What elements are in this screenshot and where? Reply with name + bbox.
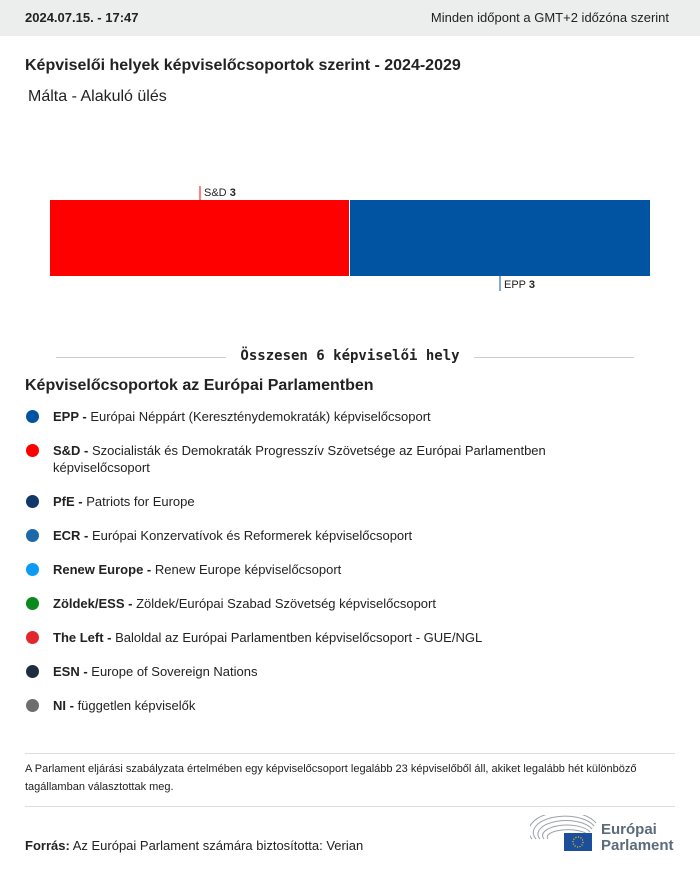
source-label: Forrás: [25,838,70,853]
divider [25,753,675,754]
chart-subtitle: Málta - Alakuló ülés [28,88,167,105]
timezone-note: Minden időpont a GMT+2 időzóna szerint [430,10,669,25]
european-parliament-logo [530,815,597,851]
data-label-value: 3 [529,279,535,291]
legend-name: Baloldal az Európai Parlamentben képvise… [111,630,483,645]
legend-abbr: The Left - [53,630,112,645]
logo-line2: Parlament [601,837,674,854]
legend-item: EPP - Európai Néppárt (Kereszténydemokra… [25,408,645,425]
data-label: S&D 3 [204,187,236,199]
legend-abbr: NI - [53,698,74,713]
legend-name: Renew Europe képviselőcsoport [151,562,342,577]
total-seats-label: Összesen 6 képviselői hely [240,348,460,364]
legend-name: független képviselők [73,698,196,713]
data-label-category: EPP [504,279,529,291]
legend-dot-icon [26,665,39,678]
legend-abbr: S&D - [53,443,89,458]
legend-name: Európai Néppárt (Kereszténydemokraták) k… [86,409,431,424]
datetime: 2024.07.15. - 17:47 [25,10,139,25]
legend-item: S&D - Szocialisták és Demokraták Progres… [25,442,645,476]
legend-dot-icon [26,495,39,508]
legend-dot-icon [26,529,39,542]
legend-title: Képviselőcsoportok az Európai Parlamentb… [25,377,374,394]
logo-text: Európai Parlament [601,822,674,854]
legend-item: Renew Europe - Renew Europe képviselőcso… [25,561,645,578]
legend-dot-icon [26,410,39,423]
legend-dot-icon [26,699,39,712]
legend-item: ECR - Európai Konzervatívok és Reformere… [25,527,645,544]
bar-segment-sd [50,200,349,276]
legend-item: NI - független képviselők [25,697,645,714]
bar-segment-epp [350,200,650,276]
legend-item: ESN - Europe of Sovereign Nations [25,663,645,680]
legend-dot-icon [26,597,39,610]
legend-name: Zöldek/Európai Szabad Szövetség képvisel… [132,596,436,611]
footnote: A Parlament eljárási szabályzata értelmé… [25,763,637,793]
legend-dot-icon [26,563,39,576]
source-text: Az Európai Parlament számára biztosított… [72,838,364,853]
data-label: EPP 3 [504,279,535,291]
legend-dot-icon [26,631,39,644]
legend-name: Európai Konzervatívok és Reformerek képv… [88,528,413,543]
legend-abbr: EPP - [53,409,87,424]
legend: EPP - Európai Néppárt (Kereszténydemokra… [25,408,645,731]
legend-item: The Left - Baloldal az Európai Parlament… [25,629,645,646]
legend-abbr: Renew Europe - [53,562,152,577]
legend-dot-icon [26,444,39,457]
logo-line1: Európai [601,821,657,838]
divider [25,806,675,807]
legend-name: Patriots for Europe [82,494,195,509]
source: Forrás: Az Európai Parlament számára biz… [25,838,363,853]
chart-title: Képviselői helyek képviselőcsoportok sze… [25,57,461,74]
divider-left [56,357,226,358]
legend-item: PfE - Patriots for Europe [25,493,645,510]
legend-name: Europe of Sovereign Nations [87,664,258,679]
legend-abbr: ESN - [53,664,88,679]
data-label-value: 3 [230,187,236,199]
data-label-category: S&D [204,187,230,199]
legend-abbr: ECR - [53,528,89,543]
legend-name: Szocialisták és Demokraták Progresszív S… [53,443,546,475]
divider-right [474,357,634,358]
legend-item: Zöldek/ESS - Zöldek/Európai Szabad Szöve… [25,595,645,612]
legend-abbr: Zöldek/ESS - [53,596,133,611]
top-bar: 2024.07.15. - 17:47 Minden időpont a GMT… [0,0,700,36]
legend-abbr: PfE - [53,494,83,509]
